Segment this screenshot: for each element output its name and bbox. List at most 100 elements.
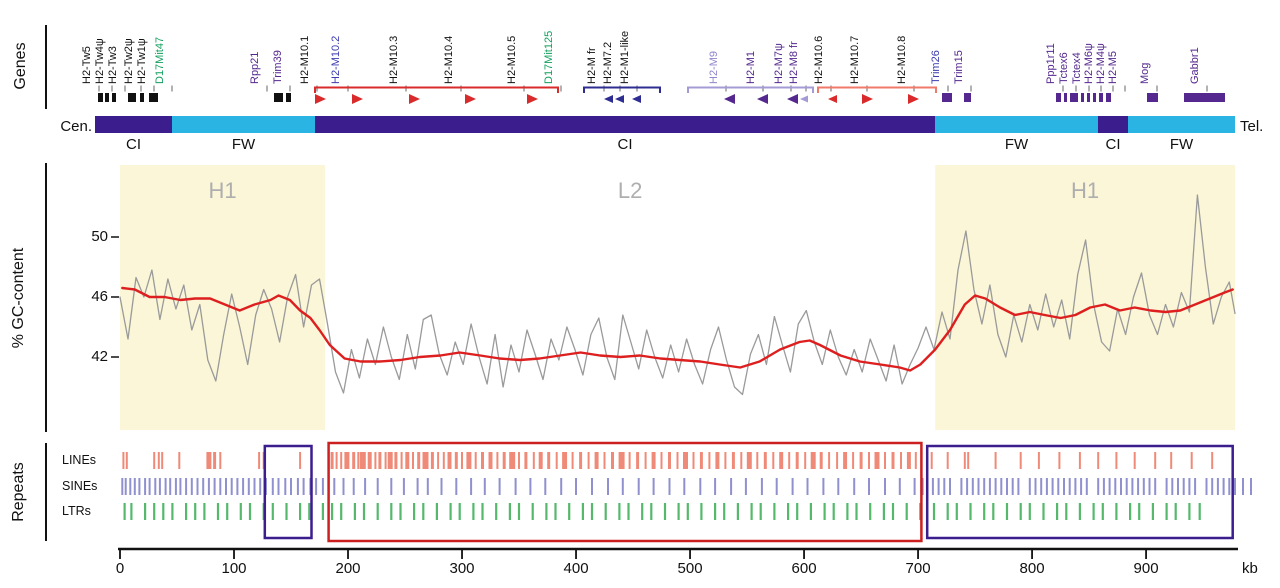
- repeat-tick-lines: [359, 452, 366, 469]
- repeat-tick-lines: [715, 452, 720, 469]
- repeat-tick-ltrs: [809, 503, 812, 520]
- repeat-tick-lines: [868, 452, 870, 469]
- repeat-tick-ltrs: [299, 503, 302, 520]
- repeat-tick-ltrs: [413, 503, 416, 520]
- repeat-tick-lines: [618, 452, 625, 469]
- repeat-tick-ltrs: [677, 503, 680, 520]
- gene-box: [98, 93, 103, 102]
- gene-triangle-right: [315, 94, 326, 104]
- segment-type-label: FW: [1169, 136, 1194, 153]
- repeat-tick-ltrs: [869, 503, 872, 520]
- repeat-tick-sines: [315, 478, 318, 495]
- gene-group-bracket: [314, 86, 559, 93]
- repeat-tick-lines: [914, 452, 917, 469]
- chromosome-segment-fw-3: [935, 116, 1098, 133]
- repeat-tick-lines: [852, 452, 855, 469]
- repeat-tick-sines: [668, 478, 671, 495]
- x-axis-unit-label: kb: [1242, 560, 1258, 577]
- repeat-tick-ltrs: [1129, 503, 1132, 520]
- repeat-tick-ltrs: [321, 503, 324, 520]
- repeat-tick-sines: [154, 478, 157, 495]
- repeat-tick-sines: [1108, 478, 1111, 495]
- repeat-tick-ltrs: [641, 503, 644, 520]
- gene-label: Rpp21: [249, 51, 261, 84]
- repeat-tick-sines: [247, 478, 250, 495]
- repeat-tick-lines: [387, 452, 393, 469]
- gene-box: [1099, 93, 1103, 102]
- gc-ytick-label: 46: [91, 288, 108, 305]
- gc-series-smoothed: [121, 286, 1234, 372]
- repeat-tick-sines: [483, 478, 486, 495]
- repeat-tick-sines: [1017, 478, 1020, 495]
- repeat-tick-ltrs: [905, 503, 908, 520]
- repeat-tick-sines: [219, 478, 222, 495]
- repeat-tick-sines: [1137, 478, 1140, 495]
- gene-label: D17Mit125: [543, 30, 555, 84]
- repeat-region-box: [925, 444, 1234, 540]
- repeat-tick-lines: [874, 452, 880, 469]
- gene-triangle-right: [908, 94, 919, 104]
- repeat-tick-sines: [402, 478, 405, 495]
- repeat-tick-lines: [651, 452, 656, 469]
- repeat-tick-sines: [1028, 478, 1031, 495]
- gene-label: H2-M10.1: [299, 35, 311, 84]
- repeat-tick-sines: [236, 478, 239, 495]
- repeat-tick-sines: [1074, 478, 1077, 495]
- repeat-tick-sines: [1142, 478, 1145, 495]
- repeat-tick-sines: [390, 478, 393, 495]
- gene-label: H2-Tw5: [81, 46, 93, 84]
- repeat-tick-ltrs: [568, 503, 571, 520]
- repeat-tick-lines: [422, 452, 429, 469]
- repeat-tick-ltrs: [194, 503, 197, 520]
- repeat-tick-ltrs: [422, 503, 425, 520]
- isochore-region-label: H1: [1071, 178, 1100, 203]
- repeat-tick-sines: [259, 478, 262, 495]
- repeat-tick-sines: [277, 478, 280, 495]
- repeat-tick-sines: [133, 478, 136, 495]
- repeat-tick-sines: [164, 478, 167, 495]
- repeat-tick-lines: [442, 452, 445, 469]
- repeat-tick-ltrs: [932, 503, 936, 520]
- repeat-tick-lines: [1133, 452, 1136, 469]
- repeat-tick-lines: [447, 452, 452, 469]
- repeat-tick-sines: [988, 478, 991, 495]
- repeat-tick-sines: [144, 478, 147, 495]
- repeat-tick-lines: [676, 452, 679, 469]
- gene-label: H2-M10.7: [849, 35, 861, 84]
- repeat-tick-sines: [124, 478, 127, 495]
- repeat-tick-sines: [242, 478, 245, 495]
- repeat-tick-sines: [416, 478, 419, 495]
- gene-box: [128, 93, 136, 102]
- repeat-tick-lines: [437, 452, 440, 469]
- repeat-tick-sines: [868, 478, 870, 495]
- repeat-tick-ltrs: [130, 503, 133, 520]
- repeat-tick-sines: [983, 478, 986, 495]
- repeat-tick-lines: [708, 452, 711, 469]
- repeat-tick-lines: [1115, 452, 1118, 469]
- repeat-tick-sines: [1034, 478, 1037, 495]
- repeat-tick-sines: [1154, 478, 1157, 495]
- gene-triangle-right: [527, 94, 538, 104]
- repeat-tick-ltrs: [153, 503, 156, 520]
- repeat-tick-lines: [417, 452, 421, 469]
- repeat-tick-lines: [843, 452, 848, 469]
- gene-triangle-left: [604, 95, 613, 103]
- repeat-tick-lines: [412, 452, 414, 469]
- repeat-tick-lines: [611, 452, 614, 469]
- repeat-tick-ltrs: [362, 503, 366, 520]
- repeat-tick-sines: [1120, 478, 1122, 495]
- repeat-tick-ltrs: [1188, 503, 1191, 520]
- gene-label: H2-M10.5: [506, 35, 518, 84]
- gene-box: [942, 93, 952, 102]
- repeat-tick-lines: [153, 452, 156, 469]
- gene-label: Trim15: [953, 50, 965, 84]
- repeat-tick-lines: [335, 452, 338, 469]
- repeat-tick-sines: [943, 478, 946, 495]
- repeat-tick-sines: [440, 478, 443, 495]
- repeat-tick-lines: [891, 452, 895, 469]
- repeat-tick-ltrs: [1019, 503, 1022, 520]
- repeat-tick-ltrs: [663, 503, 667, 520]
- repeat-tick-lines: [374, 452, 377, 469]
- chromosome-segment-ci-4: [1098, 116, 1128, 133]
- gene-label: Trim26: [930, 50, 942, 84]
